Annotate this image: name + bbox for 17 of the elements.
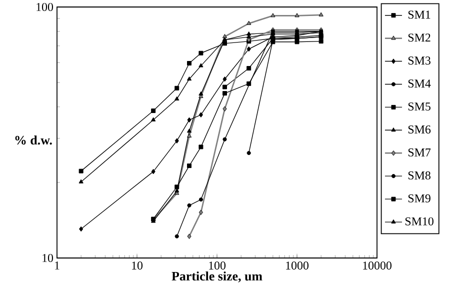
x-tick-label: 1000 bbox=[286, 262, 308, 270]
x-tick-label: 100 bbox=[209, 262, 226, 270]
legend-label: SM4 bbox=[408, 80, 431, 88]
legend-label: SM10 bbox=[405, 217, 434, 226]
legend-label: SM2 bbox=[408, 34, 430, 42]
legend-label: SM5 bbox=[408, 102, 430, 111]
y-axis-title: % d.w. bbox=[15, 135, 52, 145]
legend-label: SM9 bbox=[408, 194, 430, 202]
legend-label: SM3 bbox=[408, 56, 430, 65]
x-tick-label: 1 bbox=[55, 262, 60, 270]
x-axis-title: Particle size, um bbox=[172, 271, 262, 282]
legend-label: SM8 bbox=[408, 171, 430, 180]
legend-label: SM1 bbox=[408, 10, 430, 19]
legend-label: SM6 bbox=[408, 125, 431, 134]
legend-label: SM7 bbox=[408, 148, 431, 156]
x-tick-label: 10 bbox=[132, 262, 143, 270]
x-tick-label: 10000 bbox=[363, 262, 392, 270]
